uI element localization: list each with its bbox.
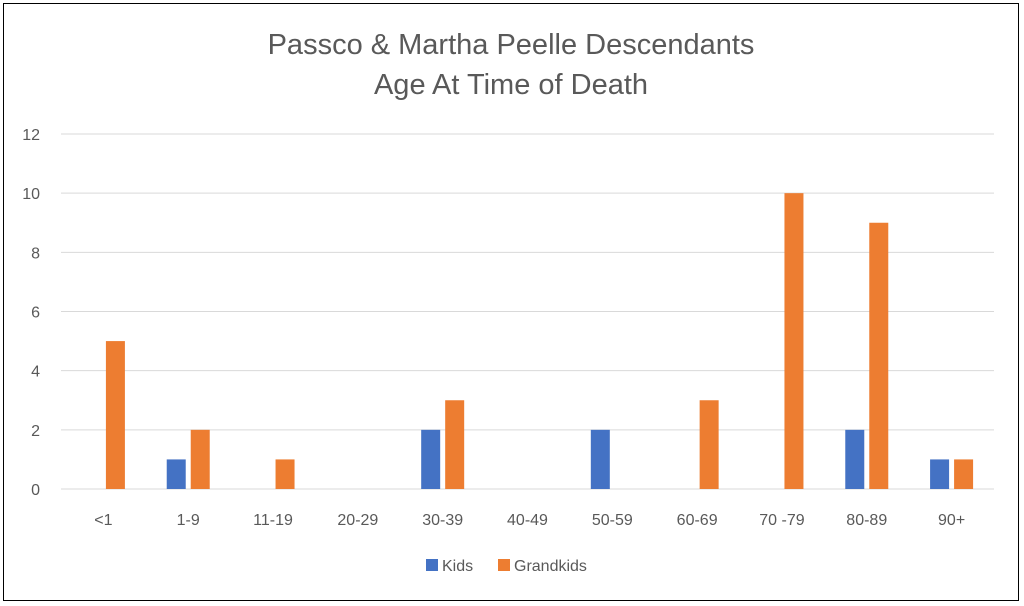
legend-swatch-grandkids xyxy=(498,559,510,571)
chart-title: Passco & Martha Peelle Descendants Age A… xyxy=(268,29,755,101)
chart-title-line-1: Passco & Martha Peelle Descendants xyxy=(268,29,755,61)
bar-grandkids-9 xyxy=(869,222,889,489)
legend-label-grandkids: Grandkids xyxy=(514,558,587,575)
bar-grandkids-7 xyxy=(699,400,719,489)
x-tick-label: 90+ xyxy=(938,512,965,529)
x-tick-label: 40-49 xyxy=(507,512,548,529)
bar-grandkids-0 xyxy=(105,341,125,489)
bar-kids-10 xyxy=(930,459,950,489)
bars xyxy=(105,193,974,489)
bar-grandkids-4 xyxy=(445,400,465,489)
y-axis-tick-labels: 0 2 4 6 8 10 12 xyxy=(22,127,40,499)
x-tick-label: <1 xyxy=(94,512,112,529)
y-tick-label: 10 xyxy=(22,186,40,203)
chart-frame xyxy=(3,3,1019,601)
legend: Kids Grandkids xyxy=(426,558,587,575)
bar-kids-9 xyxy=(845,429,865,489)
y-tick-label: 4 xyxy=(31,364,40,381)
gridlines xyxy=(61,133,994,490)
bar-grandkids-1 xyxy=(190,429,210,489)
y-tick-label: 8 xyxy=(31,245,40,262)
y-tick-label: 12 xyxy=(22,127,40,144)
bar-grandkids-8 xyxy=(784,193,804,489)
x-tick-label: 60-69 xyxy=(677,512,718,529)
y-tick-label: 2 xyxy=(31,423,40,440)
y-tick-label: 6 xyxy=(31,305,40,322)
bar-kids-4 xyxy=(421,429,441,489)
bar-kids-6 xyxy=(590,429,610,489)
x-tick-label: 1-9 xyxy=(177,512,200,529)
x-tick-label: 70 -79 xyxy=(759,512,804,529)
legend-label-kids: Kids xyxy=(442,558,473,575)
chart-title-line-2: Age At Time of Death xyxy=(374,69,648,101)
x-axis-tick-labels: <1 1-9 11-19 20-29 30-39 40-49 50-59 60-69 70 -7… xyxy=(94,512,965,529)
bar-grandkids-2 xyxy=(275,459,295,489)
y-tick-label: 0 xyxy=(31,482,40,499)
x-tick-label: 80-89 xyxy=(846,512,887,529)
x-tick-label: 50-59 xyxy=(592,512,633,529)
bar-kids-1 xyxy=(166,459,186,489)
x-tick-label: 11-19 xyxy=(253,512,293,529)
bar-grandkids-10 xyxy=(954,459,974,489)
x-tick-label: 30-39 xyxy=(422,512,463,529)
legend-swatch-kids xyxy=(426,559,438,571)
x-tick-label: 20-29 xyxy=(337,512,378,529)
